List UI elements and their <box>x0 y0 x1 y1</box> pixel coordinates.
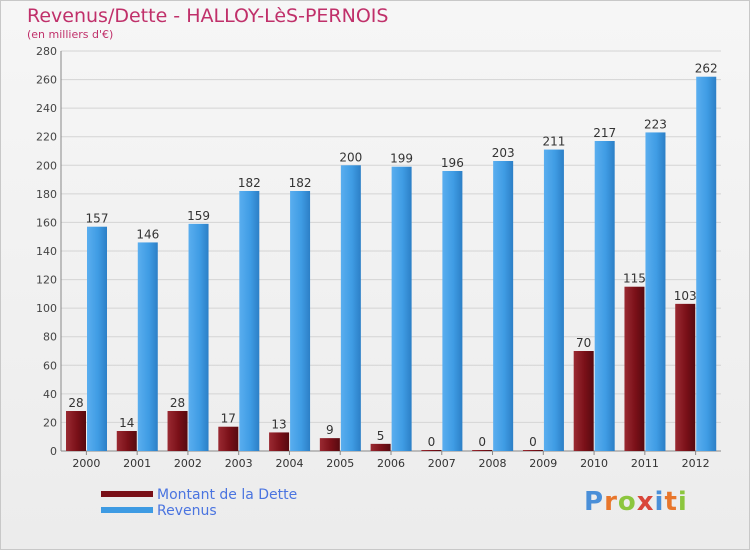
bar-debt <box>66 411 86 451</box>
logo-letter: r <box>604 487 618 517</box>
chart-title: Revenus/Dette - HALLOY-LèS-PERNOIS <box>27 5 389 27</box>
x-tick-label: 2002 <box>174 457 202 470</box>
legend-label-debt: Montant de la Dette <box>157 487 298 503</box>
bar-revenue <box>543 149 564 452</box>
bar-revenue <box>493 161 514 451</box>
data-label-revenue: 146 <box>136 227 159 241</box>
y-tick-label: 260 <box>36 74 57 87</box>
data-label-revenue: 200 <box>339 150 362 164</box>
x-tick-label: 2001 <box>123 457 151 470</box>
legend-label-revenue: Revenus <box>157 503 217 519</box>
x-tick-label: 2010 <box>580 457 608 470</box>
data-label-debt: 9 <box>326 423 334 437</box>
logo-letter: i <box>677 487 688 517</box>
data-label-debt: 70 <box>576 336 591 350</box>
bar-debt <box>624 286 645 451</box>
chart-subtitle: (en milliers d'€) <box>27 28 114 41</box>
data-label-debt: 28 <box>68 396 83 410</box>
y-tick-label: 120 <box>36 274 57 287</box>
y-tick-label: 280 <box>36 45 57 58</box>
x-tick-label: 2012 <box>682 457 710 470</box>
data-label-debt: 0 <box>478 435 486 449</box>
y-tick-label: 160 <box>36 216 57 229</box>
bar-revenue <box>645 132 666 451</box>
x-tick-label: 2006 <box>377 457 405 470</box>
data-label-debt: 28 <box>170 396 185 410</box>
bar-debt <box>269 432 290 451</box>
y-tick-label: 100 <box>36 302 57 315</box>
bar-debt <box>116 431 137 451</box>
data-label-revenue: 159 <box>187 209 210 223</box>
data-label-debt: 103 <box>674 289 697 303</box>
logo-letter: P <box>584 487 605 517</box>
x-tick-label: 2003 <box>225 457 253 470</box>
data-label-debt: 17 <box>221 412 236 426</box>
bar-debt <box>675 303 696 451</box>
bar-debt <box>370 443 391 451</box>
bar-revenue <box>442 171 463 451</box>
data-label-debt: 14 <box>119 416 134 430</box>
y-tick-label: 200 <box>36 159 57 172</box>
bar-debt <box>167 411 188 451</box>
logo-letter: t <box>664 487 678 517</box>
bar-revenue <box>87 226 107 451</box>
data-label-debt: 115 <box>623 272 646 286</box>
x-tick-label: 2004 <box>275 457 303 470</box>
y-tick-label: 140 <box>36 245 57 258</box>
bar-debt <box>522 450 543 451</box>
bar-debt <box>319 438 340 451</box>
bar-debt <box>421 450 442 451</box>
data-label-revenue: 262 <box>695 62 718 76</box>
bar-revenue <box>137 242 158 451</box>
bar-revenue <box>391 166 412 451</box>
y-tick-label: 80 <box>43 331 57 344</box>
legend-swatch-revenue <box>101 507 153 513</box>
data-label-debt: 5 <box>377 429 385 443</box>
x-tick-label: 2008 <box>479 457 507 470</box>
logo-letter: o <box>617 487 637 517</box>
data-label-revenue: 217 <box>593 126 616 140</box>
x-tick-label: 2005 <box>326 457 354 470</box>
logo-letter: i <box>654 487 665 517</box>
logo-letter: x <box>636 487 655 517</box>
data-label-revenue: 182 <box>289 176 312 190</box>
bar-debt <box>472 450 493 451</box>
data-label-revenue: 182 <box>238 176 261 190</box>
bar-revenue <box>594 141 615 451</box>
data-label-revenue: 199 <box>390 152 413 166</box>
x-tick-label: 2011 <box>631 457 659 470</box>
y-tick-label: 20 <box>43 416 57 429</box>
x-tick-label: 2000 <box>72 457 100 470</box>
data-label-revenue: 157 <box>86 212 109 226</box>
x-tick-label: 2007 <box>428 457 456 470</box>
y-tick-label: 60 <box>43 359 57 372</box>
data-label-debt: 0 <box>428 435 436 449</box>
bar-revenue <box>696 76 717 451</box>
data-label-revenue: 223 <box>644 117 667 131</box>
data-label-debt: 13 <box>271 417 286 431</box>
x-tick-label: 2009 <box>529 457 557 470</box>
bar-revenue <box>290 191 311 451</box>
data-label-debt: 0 <box>529 435 537 449</box>
y-tick-label: 40 <box>43 388 57 401</box>
y-tick-label: 240 <box>36 102 57 115</box>
bar-debt <box>218 426 239 451</box>
data-label-revenue: 203 <box>492 146 515 160</box>
y-tick-label: 0 <box>50 445 57 458</box>
proxiti-logo: Proxiti <box>584 487 688 517</box>
y-tick-label: 180 <box>36 188 57 201</box>
y-tick-label: 220 <box>36 131 57 144</box>
bar-revenue <box>340 165 361 452</box>
bar-debt <box>573 351 594 451</box>
legend-swatch-debt <box>101 491 153 497</box>
bar-revenue <box>239 191 260 451</box>
data-label-revenue: 196 <box>441 156 464 170</box>
data-label-revenue: 211 <box>542 135 565 149</box>
bar-revenue <box>188 223 209 451</box>
